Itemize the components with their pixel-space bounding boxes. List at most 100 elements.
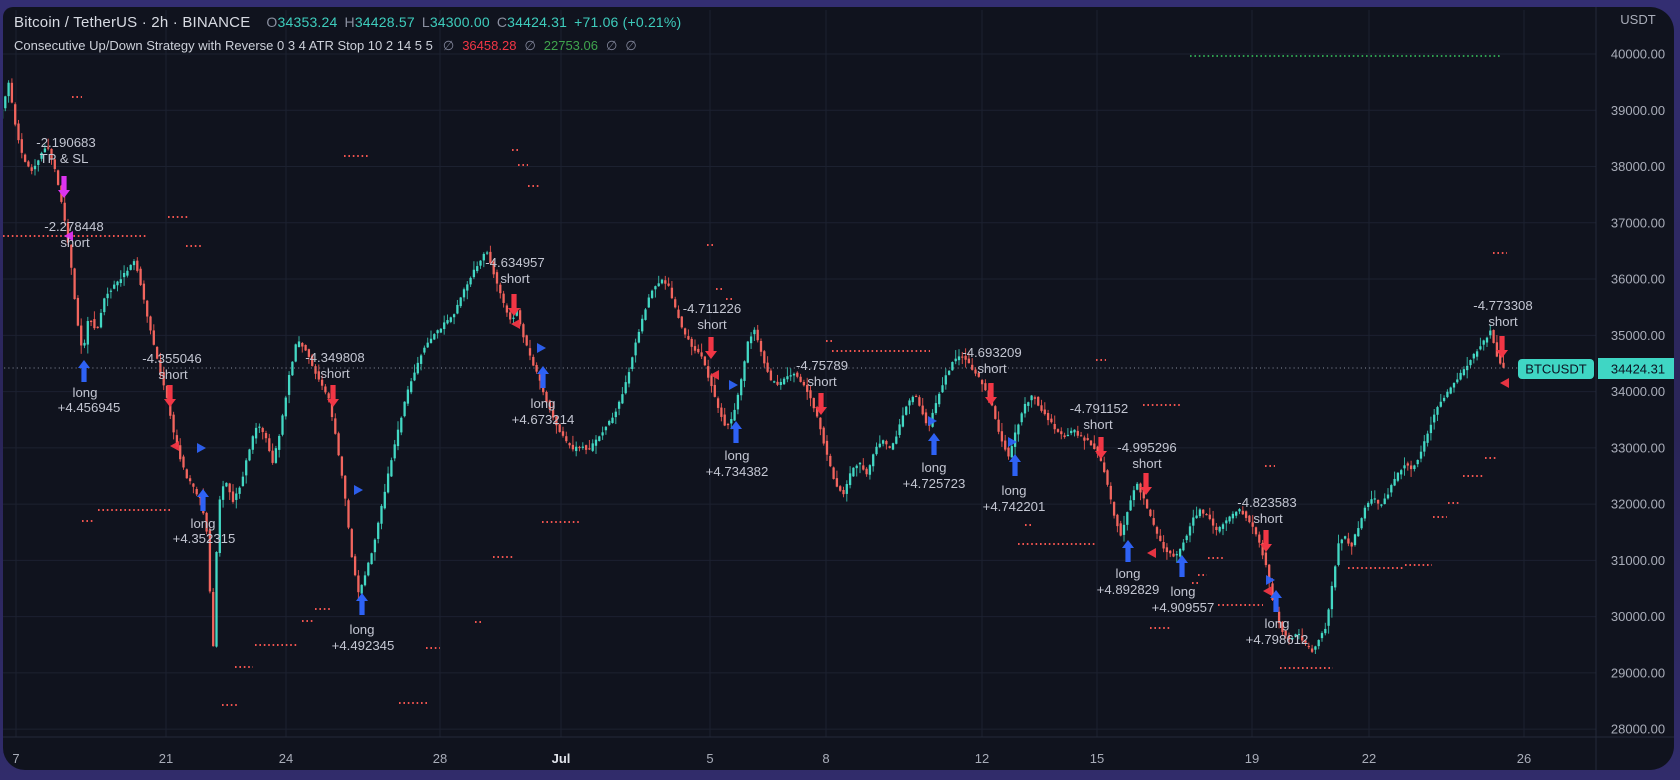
short-arrow-icon	[508, 294, 520, 316]
candle-wick	[654, 285, 656, 298]
legend-row-strategy[interactable]: Consecutive Up/Down Strategy with Revers…	[14, 38, 681, 54]
time-axis[interactable]: 7 21 24 28 Jul 5 8 12 15 19 22 26	[12, 751, 1531, 766]
time-tick-label: 19	[1245, 751, 1259, 766]
candle-wick	[1067, 428, 1069, 437]
candle-wick	[1083, 435, 1085, 450]
candle-body	[779, 382, 782, 386]
candle-body	[1271, 583, 1274, 601]
candle-body	[753, 329, 756, 335]
candle-wick	[1080, 431, 1082, 437]
candle-body	[347, 500, 350, 528]
candle-body	[1241, 510, 1244, 515]
candle-body	[839, 486, 842, 491]
candle-wick	[447, 314, 448, 325]
candle-body	[872, 454, 875, 467]
candle-body	[93, 319, 96, 329]
candle-body	[1145, 499, 1149, 509]
short-arrow-icon	[1496, 336, 1508, 358]
candle-body	[320, 379, 324, 386]
candle-body	[1367, 503, 1370, 507]
trade-label: +4.352315	[173, 531, 236, 546]
candle-body	[918, 397, 921, 406]
strategy-values: ∅ 36458.28 ∅ 22753.06 ∅ ∅	[443, 38, 645, 53]
candle-body	[1076, 430, 1079, 436]
candle-body	[1070, 430, 1073, 434]
candle-body	[855, 465, 858, 469]
candle-body	[680, 316, 683, 328]
candle-body	[733, 409, 736, 421]
candle-body	[386, 473, 390, 493]
time-tick-label: Jul	[552, 751, 571, 766]
candle-wick	[539, 372, 541, 390]
long-arrow-icon	[1009, 454, 1021, 476]
candle-body	[1357, 528, 1360, 537]
price-axis[interactable]: USDT 40000.00 39000.00 38000.00 37000.00 3600…	[1518, 12, 1674, 737]
candle-body	[954, 358, 957, 362]
candle-body	[1169, 550, 1172, 554]
candle-body	[337, 433, 340, 456]
candle-body	[406, 389, 410, 404]
candle-body	[1231, 513, 1235, 519]
candle-body	[1380, 504, 1383, 506]
candle-wick	[37, 159, 39, 172]
candle-body	[558, 424, 561, 432]
candle-body	[146, 300, 149, 317]
candle-body	[1268, 564, 1271, 583]
candle-body	[367, 562, 370, 576]
candle-body	[538, 374, 542, 381]
candle-body	[911, 396, 914, 403]
candle-wick	[262, 426, 264, 440]
grid-lines	[3, 10, 1596, 737]
candle-body	[1202, 509, 1205, 514]
symbol-title[interactable]: Bitcoin / TetherUS · 2h · BINANCE	[14, 14, 251, 31]
triangle-right-icon	[354, 485, 363, 495]
candle-body	[132, 261, 136, 266]
long-arrow-icon	[78, 360, 90, 382]
trade-label: short	[158, 367, 188, 382]
candle-body	[700, 352, 703, 357]
candle-body	[489, 251, 492, 264]
candle-wick	[1314, 645, 1316, 654]
candle-body	[614, 411, 617, 418]
trade-label: short	[500, 271, 530, 286]
candle-body	[825, 440, 829, 455]
candle-body	[812, 398, 815, 409]
candle-body	[433, 334, 436, 340]
candle-wick	[572, 435, 574, 452]
candle-body	[1096, 446, 1099, 454]
trade-label: short	[1132, 456, 1162, 471]
candle-wick	[658, 275, 660, 287]
triangle-left-icon	[710, 370, 719, 380]
candle-body	[809, 390, 812, 399]
candle-wick	[793, 372, 795, 383]
candle-body	[763, 351, 766, 364]
candle-body	[1277, 611, 1281, 624]
candles[interactable]	[3, 78, 1505, 654]
candle-body	[1261, 542, 1264, 556]
candle-body	[1370, 499, 1373, 504]
strategy-title[interactable]: Consecutive Up/Down Strategy with Revers…	[14, 38, 433, 53]
candle-wick	[786, 367, 788, 383]
candle-body	[254, 427, 258, 439]
candle-wick	[687, 329, 689, 341]
trade-label: short	[1488, 314, 1518, 329]
trade-label: TP & SL	[40, 151, 89, 166]
price-tick-label: 33000.00	[1611, 440, 1665, 455]
trade-label: -4.995296	[1117, 440, 1176, 455]
triangle-right-icon	[928, 416, 937, 426]
candle-wick	[862, 458, 864, 471]
candle-body	[1317, 640, 1320, 647]
candle-body	[1337, 543, 1340, 565]
trade-label: +4.725723	[903, 476, 966, 491]
candle-body	[485, 252, 489, 254]
candle-body	[383, 491, 386, 509]
candle-body	[862, 465, 865, 470]
candle-body	[215, 551, 218, 647]
candle-body	[403, 401, 406, 417]
price-tick-label: 35000.00	[1611, 328, 1665, 343]
candle-body	[829, 455, 832, 467]
candle-wick	[1374, 490, 1376, 504]
trade-label: long	[191, 516, 216, 531]
candle-body	[1119, 523, 1122, 536]
